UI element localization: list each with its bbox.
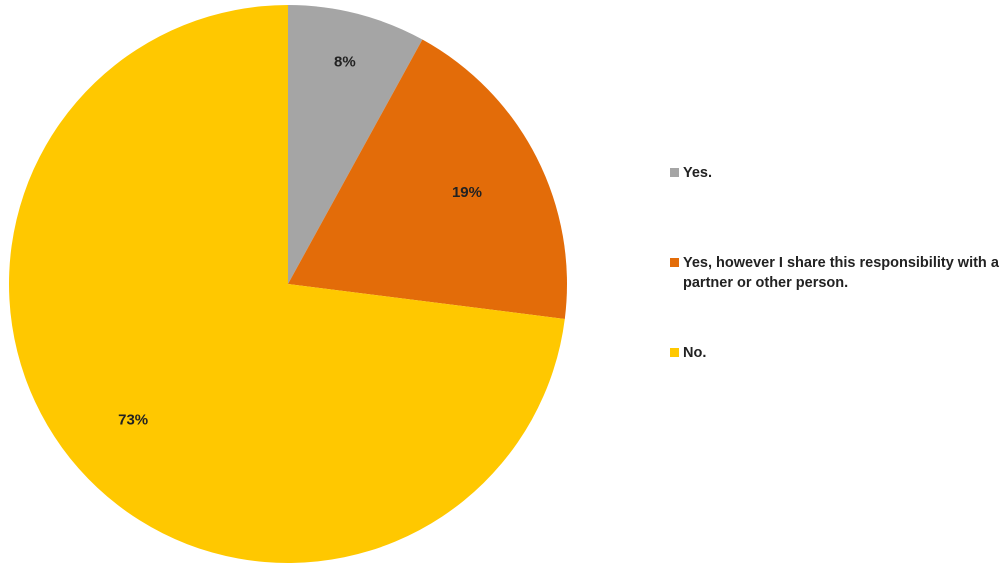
- slice-label-yes-shared: 19%: [452, 184, 482, 201]
- pie-slice-yes-shared: [288, 39, 567, 319]
- slice-label-yes: 8%: [334, 53, 356, 70]
- legend-label-yes-shared: Yes, however I share this responsibility…: [683, 255, 999, 291]
- legend: Yes. Yes, however I share this responsib…: [670, 0, 1004, 563]
- legend-label-no: No.: [683, 345, 707, 361]
- slice-labels: 8% 19% 73%: [118, 53, 482, 428]
- legend-label-yes: Yes.: [683, 165, 713, 181]
- pie-slices: [8, 5, 567, 563]
- legend-item-no: No.: [670, 343, 999, 363]
- legend-swatch-yes: [670, 168, 679, 177]
- legend-item-yes: Yes.: [670, 163, 999, 183]
- legend-swatch-no: [670, 348, 679, 357]
- legend-swatch-yes-shared: [670, 258, 679, 267]
- pie-slice-yes: [288, 5, 423, 284]
- pie-slice-no: [8, 5, 565, 563]
- slice-label-no: 73%: [118, 412, 148, 429]
- legend-item-yes-shared: Yes, however I share this responsibility…: [670, 253, 999, 293]
